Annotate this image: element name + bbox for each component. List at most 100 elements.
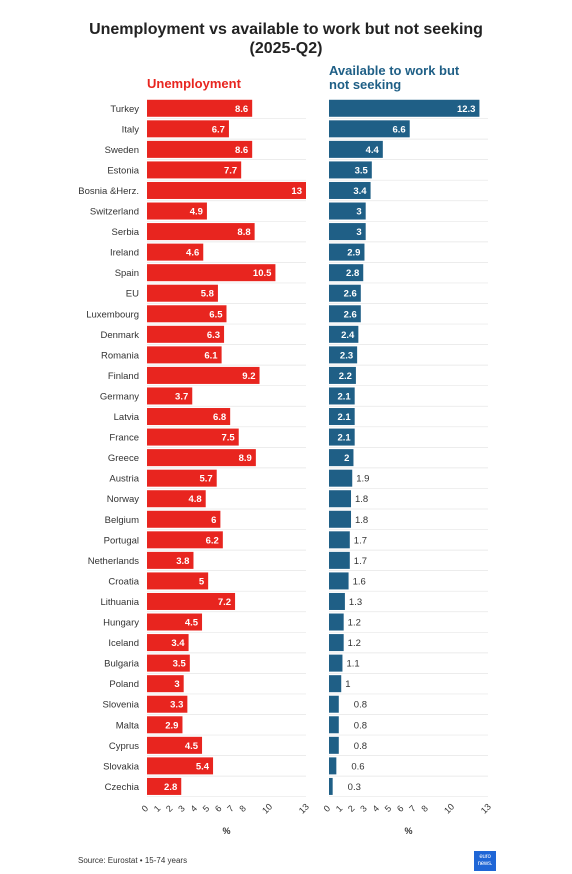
bar-unemployment-germany bbox=[147, 387, 193, 405]
tick-label: 3 bbox=[358, 803, 369, 814]
bar-value-label: 3 bbox=[174, 679, 179, 690]
logo-line-1: euro bbox=[479, 854, 491, 860]
bar-value-label: 7.7 bbox=[224, 165, 237, 176]
bar-value-label: 4.4 bbox=[366, 145, 380, 156]
bar-value-label: 8.9 bbox=[239, 453, 252, 464]
bar-available-denmark bbox=[329, 325, 359, 343]
bar-unemployment-eu bbox=[147, 284, 218, 302]
tick-label: 13 bbox=[297, 802, 311, 816]
bar-value-label: 2.6 bbox=[344, 309, 357, 320]
category-label: Ireland bbox=[110, 248, 139, 259]
bar-value-label: 2.1 bbox=[337, 433, 351, 444]
bar-available-belgium bbox=[329, 510, 352, 528]
bar-value-label: 8.6 bbox=[235, 104, 248, 115]
category-label: Belgium bbox=[105, 515, 139, 526]
bar-value-label: 1.2 bbox=[348, 618, 361, 629]
bar-value-label: 1.7 bbox=[354, 535, 367, 546]
bar-available-spain bbox=[329, 264, 364, 282]
bar-unemployment-serbia bbox=[147, 223, 255, 241]
category-label: Luxembourg bbox=[86, 309, 139, 320]
bar-value-label: 3.4 bbox=[353, 186, 367, 197]
bar-value-label: 12.3 bbox=[457, 104, 476, 115]
bar-value-label: 3.7 bbox=[175, 391, 188, 402]
bar-unemployment-bosnia-herz- bbox=[147, 181, 306, 199]
bar-value-label: 6 bbox=[211, 515, 216, 526]
bar-unemployment-czechia bbox=[147, 777, 182, 795]
bar-available-czechia bbox=[329, 777, 333, 795]
bar-available-estonia bbox=[329, 161, 372, 179]
bar-value-label: 4.8 bbox=[188, 494, 201, 505]
bar-available-slovenia bbox=[329, 695, 339, 713]
bar-value-label: 2.1 bbox=[337, 391, 351, 402]
tick-label: 7 bbox=[225, 803, 236, 814]
tick-label: 5 bbox=[201, 803, 212, 814]
bar-value-label: 6.5 bbox=[209, 309, 223, 320]
bar-unemployment-france bbox=[147, 428, 239, 446]
bar-value-label: 0.8 bbox=[354, 700, 367, 711]
bar-unemployment-romania bbox=[147, 346, 222, 364]
tick-label: 6 bbox=[213, 803, 224, 814]
bar-available-hungary bbox=[329, 613, 344, 631]
bar-unemployment-sweden bbox=[147, 140, 253, 158]
category-label: Denmark bbox=[100, 330, 139, 341]
bar-value-label: 1 bbox=[345, 679, 350, 690]
category-label: Malta bbox=[116, 720, 140, 731]
bar-unemployment-netherlands bbox=[147, 551, 194, 569]
chart-title-line-1: Unemployment vs available to work but no… bbox=[89, 21, 483, 38]
bar-value-label: 5.8 bbox=[201, 289, 214, 300]
bar-value-label: 6.6 bbox=[393, 124, 406, 135]
category-label: Iceland bbox=[108, 638, 139, 649]
bar-unemployment-iceland bbox=[147, 634, 189, 652]
bar-available-iceland bbox=[329, 634, 344, 652]
bar-value-label: 0.8 bbox=[354, 720, 367, 731]
bar-value-label: 1.2 bbox=[348, 638, 361, 649]
bar-unemployment-turkey bbox=[147, 99, 253, 117]
bar-available-lithuania bbox=[329, 592, 345, 610]
category-label: Turkey bbox=[110, 104, 139, 115]
bar-value-label: 1.6 bbox=[353, 576, 366, 587]
bar-value-label: 8.6 bbox=[235, 145, 248, 156]
bar-available-switzerland bbox=[329, 202, 366, 220]
bar-value-label: 2.1 bbox=[337, 412, 351, 423]
tick-label: 5 bbox=[383, 803, 394, 814]
bar-unemployment-slovakia bbox=[147, 757, 214, 775]
tick-label: 4 bbox=[370, 803, 381, 814]
bar-available-bulgaria bbox=[329, 654, 343, 672]
bar-available-luxembourg bbox=[329, 305, 361, 323]
tick-label: 0 bbox=[140, 803, 151, 814]
bar-unemployment-bulgaria bbox=[147, 654, 190, 672]
bar-value-label: 1.8 bbox=[355, 494, 368, 505]
bar-available-france bbox=[329, 428, 355, 446]
chart-title: Unemployment vs available to work but no… bbox=[0, 20, 572, 58]
bar-unemployment-croatia bbox=[147, 572, 209, 590]
tick-label: 6 bbox=[395, 803, 406, 814]
bar-available-serbia bbox=[329, 223, 366, 241]
category-label: Sweden bbox=[105, 145, 139, 156]
bar-unemployment-italy bbox=[147, 120, 229, 138]
bar-available-romania bbox=[329, 346, 358, 364]
bar-value-label: 2 bbox=[344, 453, 349, 464]
bar-value-label: 3.8 bbox=[176, 556, 189, 567]
bar-value-label: 8.8 bbox=[237, 227, 250, 238]
bar-value-label: 2.9 bbox=[347, 248, 360, 259]
bar-value-label: 0.6 bbox=[351, 761, 364, 772]
bar-value-label: 3 bbox=[356, 207, 361, 218]
bar-value-label: 0.3 bbox=[348, 782, 361, 793]
tick-label: 0 bbox=[322, 803, 333, 814]
category-label: Bosnia &Herz. bbox=[78, 186, 139, 197]
category-label: Lithuania bbox=[100, 597, 139, 608]
bar-value-label: 5.4 bbox=[196, 761, 210, 772]
bar-value-label: 3.3 bbox=[170, 700, 183, 711]
bar-value-label: 7.2 bbox=[218, 597, 231, 608]
bar-value-label: 3.5 bbox=[355, 165, 369, 176]
tick-label: 3 bbox=[176, 803, 187, 814]
bar-available-ireland bbox=[329, 243, 365, 261]
bar-unemployment-austria bbox=[147, 469, 217, 487]
axis-label-unemployment: % bbox=[222, 826, 230, 836]
category-label: Estonia bbox=[107, 165, 139, 176]
logo-line-2: news. bbox=[477, 861, 493, 867]
bar-value-label: 0.8 bbox=[354, 741, 367, 752]
bar-available-malta bbox=[329, 716, 339, 734]
bar-unemployment-luxembourg bbox=[147, 305, 227, 323]
